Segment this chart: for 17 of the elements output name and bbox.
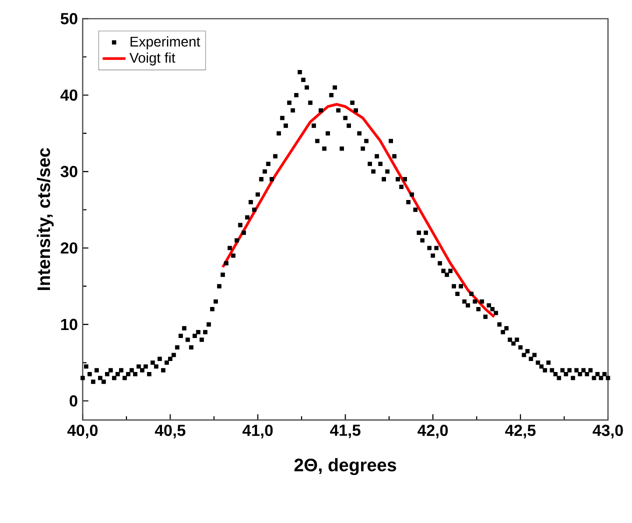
y-tick-label: 50 (60, 13, 78, 24)
y-tick-label: 10 (61, 318, 78, 330)
x-tick-label: 42,0 (418, 424, 448, 439)
y-tick-label: 0 (70, 395, 78, 407)
y-tick-label: 20 (60, 242, 78, 254)
y-axis-title: Intensity, cts/sec (36, 148, 54, 290)
x-tick-label: 43,0 (592, 424, 623, 439)
x-tick-label: 40,0 (67, 424, 98, 439)
y-tick-label: 40 (60, 90, 78, 101)
x-tick-label: 41,0 (242, 424, 273, 439)
legend-label: Experiment (130, 36, 200, 50)
x-tick-label: 40,5 (154, 424, 186, 439)
legend-label: Voigt fit (130, 52, 176, 66)
x-tick-label: 42,5 (505, 424, 536, 439)
y-tick-label: 30 (60, 166, 78, 178)
x-tick-label: 41,5 (330, 424, 360, 438)
x-axis-title: 2Θ, degrees (294, 458, 396, 476)
